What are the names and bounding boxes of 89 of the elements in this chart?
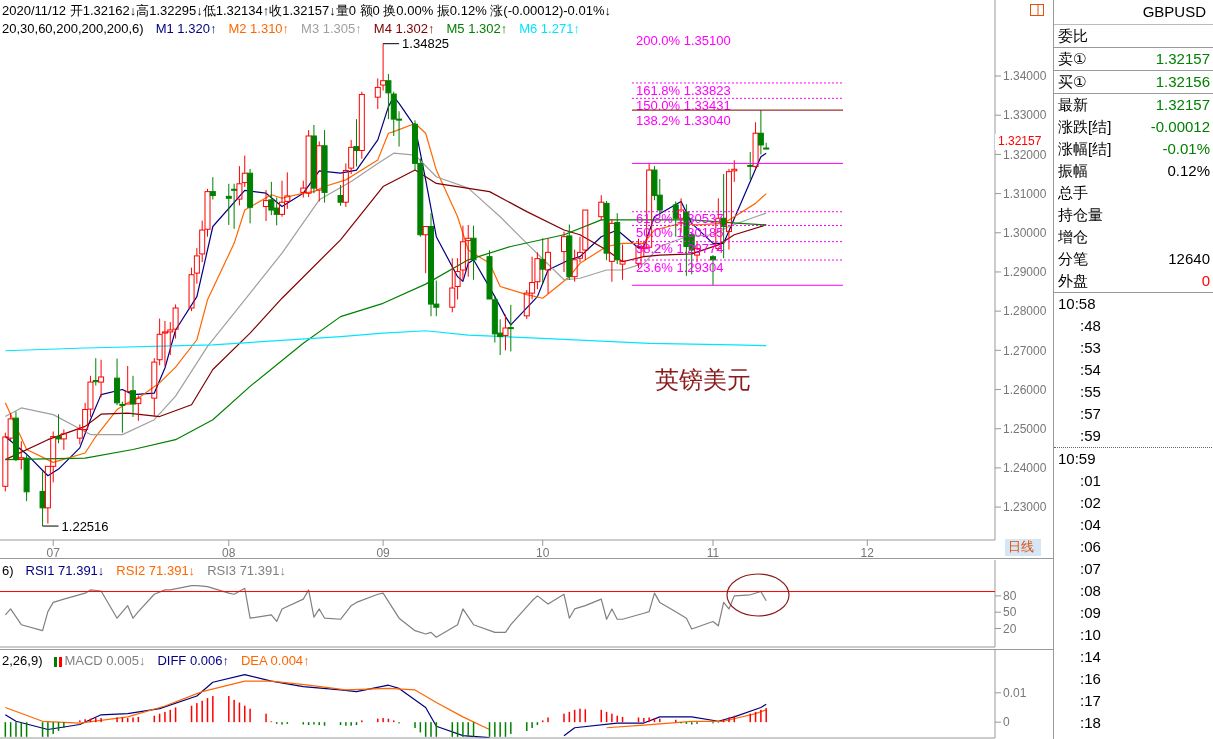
annotation: 1.22516 [61,518,109,534]
category-label: 涨跌[结] [1058,117,1112,137]
text: M5 1.302↑ [446,21,508,36]
text: :14 [1079,647,1102,667]
y-tick-label: 0 [1003,715,1010,730]
y-tick-label: 1.30000 [1003,226,1047,241]
text: M4 1.302↑ [373,21,435,36]
text: :48 [1079,316,1102,336]
text: 0.12% [1167,162,1210,179]
text: M1 1.320↑ [155,21,217,36]
y-tick-label: 1.31000 [1003,186,1047,201]
text: M2 1.310↑ [228,21,290,36]
annotation: 1.34825 [402,36,450,52]
y-tick-label: 1.23000 [1003,500,1047,515]
legend-label: MACD 0.005↓ [63,653,146,668]
category-label: 总手 [1058,183,1088,203]
y-tick-label: 1.29000 [1003,265,1047,280]
category-label: 分笔 [1058,249,1088,269]
y-tick-label: 1.24000 [1003,461,1047,476]
text: GBPUSD [1054,0,1213,25]
text: :01 [1079,471,1102,491]
y-tick-label: 1.32000 [1003,147,1047,162]
y-tick-label: 0.01 [1003,686,1027,701]
series-label: DIFF 0.006↑ [157,653,229,668]
y-tick-label: 20 [1003,621,1017,636]
category-label: 委比 [1058,26,1088,46]
y-tick-label: 1.34000 [1003,69,1047,84]
text: -0.01% [1162,140,1210,157]
ref-line-label: 161.8% 1.33823 [636,82,731,98]
annotation: RSI2 71.391↓ [116,563,196,578]
y-tick-label: 1.26000 [1003,382,1047,397]
category-label: 持仓量 [1058,205,1103,225]
x-tick-label: 07 [46,545,61,560]
text: :59 [1054,425,1213,448]
text: :09 [1079,603,1102,623]
text: :04 [1079,515,1102,535]
text: 12640 [1168,250,1210,267]
x-tick-label: 08 [222,545,236,560]
y-tick-label: 1.25000 [1003,421,1047,436]
text: :07 [1079,559,1102,579]
x-tick-label: 11 [706,545,720,560]
text: 20,30,60,200,200,200,6) [2,21,144,36]
text: :02 [1079,493,1102,513]
text: 1.32157 [1155,50,1210,67]
text: -0.00012 [1150,118,1210,135]
category-label: 买① [1058,72,1087,92]
text: :06 [1079,537,1102,557]
y-tick-label: 1.27000 [1003,343,1047,358]
category-label: 涨幅[结] [1058,139,1112,159]
text: 1.32157 [1155,96,1210,113]
text: M6 1.271↑ [519,21,580,36]
category-label: 最新 [1058,95,1088,115]
text: :17 [1079,691,1102,711]
y-tick-label: 80 [1003,589,1017,604]
text: :10 [1079,625,1102,645]
category-label: 外盘 [1058,271,1088,291]
annotation: 英镑美元 [655,365,751,393]
x-tick-label: 09 [376,545,391,560]
chart-title: 2,26,9) [2,653,43,668]
annotation: 138.2% 1.33040 [636,112,731,128]
chart-title: 6) [2,563,14,578]
text: :55 [1079,382,1102,402]
text: 10:59 [1057,449,1097,469]
x-tick-label: 10 [536,545,550,560]
text: 1.32156 [1155,73,1210,90]
text: :57 [1079,404,1102,424]
y-tick-label: 1.33000 [1003,108,1047,123]
text: :53 [1079,338,1102,358]
y-tick-label: 50 [1003,605,1017,620]
text: 日线 [1008,538,1034,554]
x-tick-label: 12 [860,545,875,560]
text: :54 [1079,360,1102,380]
text: :18 [1079,713,1102,733]
text: M3 1.305↑ [301,21,362,36]
category-label: 增仓 [1058,227,1088,247]
text: 1.32157 [998,133,1042,148]
ref-line-label: 150.0% 1.33431 [636,97,731,113]
y-tick-label: 1.28000 [1003,304,1047,319]
chart-title: 2020/11/12 开1.32162↓高1.32295↓低1.32134↑收1.32157↓量0 额0 换0.00% 振0.12% 涨(-0.00012)-0.01%↓ [2,2,611,20]
annotation: RSI1 71.391↓ [25,563,105,578]
text: :16 [1079,669,1102,689]
series-label: RSI3 71.391↓ [207,563,286,578]
category-label: 振幅 [1058,161,1088,181]
series-label: DEA 0.004↑ [240,653,310,668]
category-label: 卖① [1058,49,1087,69]
text: :08 [1079,581,1102,601]
annotation: 200.0% 1.35100 [636,32,731,48]
text: 10:58 [1057,294,1097,314]
text: 0 [1201,272,1210,289]
